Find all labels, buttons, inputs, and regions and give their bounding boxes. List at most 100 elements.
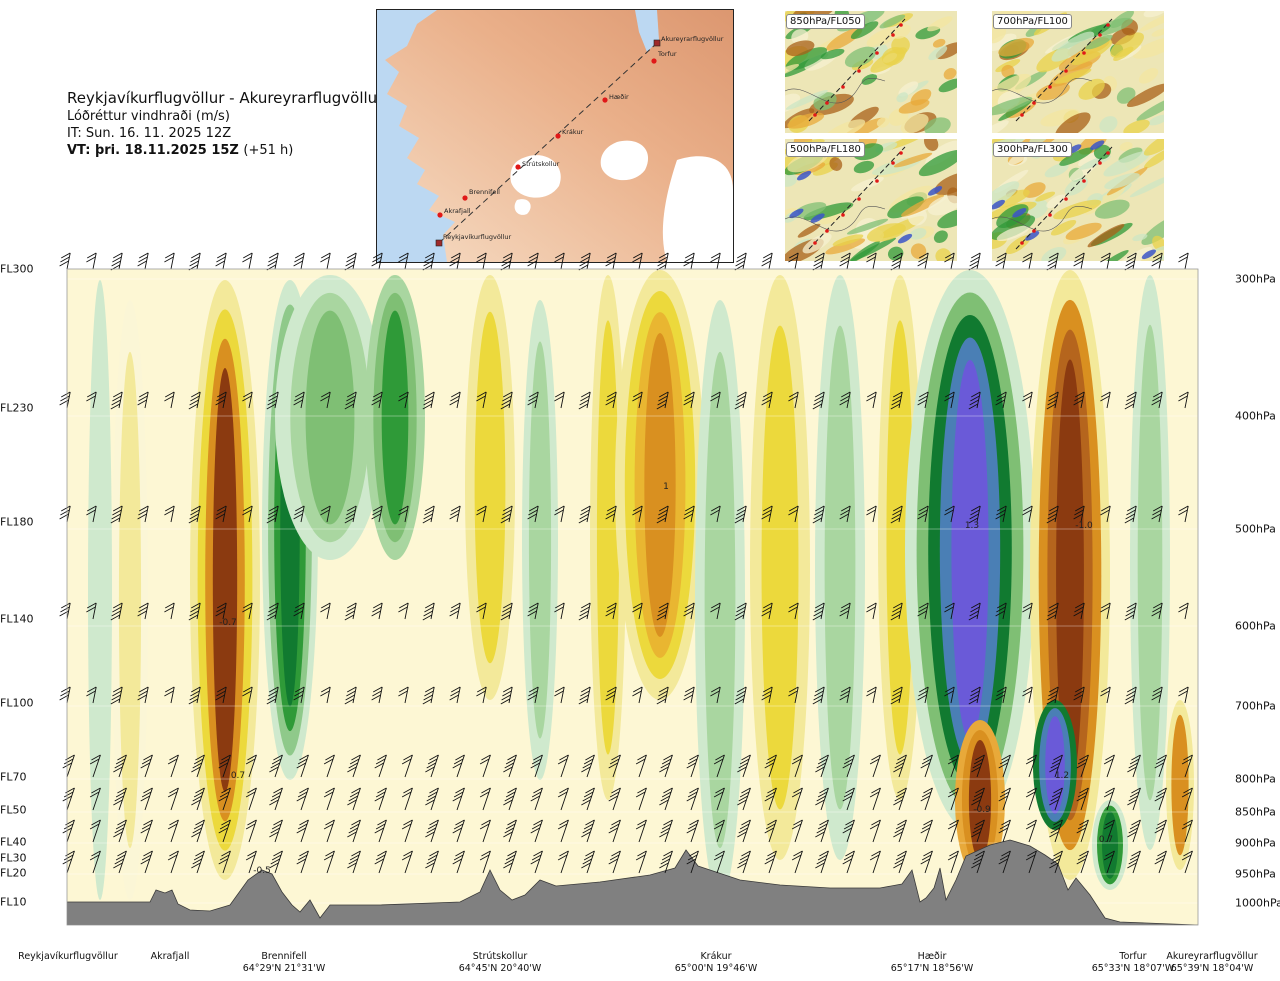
- wind-barb-flag: [1074, 252, 1085, 259]
- wind-barb: [1132, 819, 1141, 843]
- wind-barb-flag: [1128, 762, 1138, 769]
- wind-barb-flag: [762, 391, 773, 398]
- wind-barb: [716, 787, 725, 811]
- wind-barb-flag: [242, 391, 253, 398]
- wind-barb: [794, 505, 799, 523]
- wind-barb-flag: [871, 819, 881, 826]
- wind-barb-flag: [294, 252, 305, 259]
- wind-barb-flag: [137, 513, 147, 520]
- wind-barb: [716, 754, 725, 778]
- wind-barb: [66, 391, 71, 409]
- wind-barb-flag: [115, 791, 126, 798]
- wind-barb: [950, 754, 959, 778]
- p-label-300: 300hPa: [1235, 272, 1276, 286]
- wind-barb-flag: [296, 858, 306, 865]
- wind-barb-flag: [658, 505, 669, 512]
- wind-barb-flag: [762, 606, 772, 613]
- wind-barb-flag: [971, 831, 981, 838]
- wind-barb-flag: [192, 795, 202, 802]
- wind-barb-flag: [1074, 686, 1085, 693]
- wind-barb-flag: [1126, 391, 1137, 398]
- wind-barb-flag: [840, 505, 851, 512]
- wind-barb-flag: [687, 823, 698, 830]
- wind-barb: [352, 754, 361, 778]
- wind-barb-flag: [138, 690, 148, 697]
- wind-barb-flag: [112, 509, 122, 516]
- wind-barb-flag: [814, 686, 825, 693]
- wind-barb: [664, 787, 673, 811]
- wind-barb: [586, 850, 595, 874]
- wind-barb: [794, 850, 803, 874]
- wind-barb-flag: [372, 395, 382, 402]
- wind-barb-flag: [215, 513, 225, 520]
- wind-barb-flag: [346, 505, 357, 512]
- wind-barb: [274, 787, 283, 811]
- wind-barb-flag: [344, 614, 355, 621]
- wind-barb-flag: [266, 403, 277, 410]
- wind-barb-flag: [1127, 831, 1137, 838]
- wind-barb-flag: [375, 823, 386, 830]
- wind-barb-flag: [427, 823, 438, 830]
- wind-barb-flag: [735, 694, 745, 701]
- wind-barb: [612, 754, 621, 778]
- wind-barb-flag: [375, 791, 386, 798]
- thumbnail-850-label: 850hPa/FL050: [786, 14, 865, 29]
- wind-barb-flag: [999, 823, 1010, 830]
- wind-barb-flag: [559, 754, 569, 761]
- wind-barb-flag: [270, 795, 280, 802]
- wind-barb-flag: [189, 694, 199, 701]
- wind-barb-flag: [893, 831, 903, 838]
- wind-barb: [664, 754, 673, 778]
- wind-barb-flag: [893, 766, 903, 773]
- thumbnail-850[interactable]: 850hPa/FL050: [785, 11, 957, 133]
- thumbnail-700[interactable]: 700hPa/FL100: [992, 11, 1164, 133]
- wind-barb-flag: [193, 823, 204, 830]
- p-label-850: 850hPa: [1235, 805, 1276, 819]
- wind-barb-flag: [424, 690, 434, 697]
- wind-barb-flag: [609, 854, 620, 861]
- wind-barb: [1184, 819, 1193, 843]
- wind-barb-flag: [455, 754, 465, 761]
- p-label-400: 400hPa: [1235, 409, 1276, 423]
- wind-barb-flag: [839, 694, 849, 701]
- wind-barb: [118, 819, 127, 843]
- wind-barb-flag: [112, 690, 122, 697]
- wind-barb-flag: [296, 827, 306, 834]
- wind-barb-flag: [1100, 686, 1111, 693]
- wind-barb-flag: [1074, 602, 1085, 609]
- wind-barb-flag: [164, 256, 174, 263]
- wind-barb-flag: [894, 858, 904, 865]
- wind-barb-flag: [944, 391, 955, 398]
- vertical-wind-field: [67, 269, 1198, 925]
- thumbnail-300[interactable]: 300hPa/FL300: [992, 139, 1164, 261]
- wind-barb: [170, 505, 175, 523]
- wind-barb: [404, 391, 409, 409]
- wind-barb-flag: [661, 854, 672, 861]
- wind-barb: [430, 787, 439, 811]
- wind-barb-flag: [1048, 509, 1058, 516]
- waypoint-marker: [555, 133, 561, 139]
- wind-barb-flag: [1074, 509, 1084, 516]
- wind-barb-flag: [998, 795, 1008, 802]
- wind-barb-flag: [190, 256, 200, 263]
- wind-barb-flag: [1027, 787, 1037, 794]
- wind-barb-flag: [268, 602, 279, 609]
- wind-barb-flag: [347, 831, 357, 838]
- wind-barb-flag: [734, 517, 745, 524]
- wind-barb-flag: [266, 517, 277, 524]
- wind-barb-flag: [195, 787, 205, 794]
- wind-barb-flag: [660, 827, 670, 834]
- thumbnail-500[interactable]: 500hPa/FL180: [785, 139, 957, 261]
- wind-barb-flag: [219, 854, 230, 861]
- wind-barb-flag: [349, 758, 360, 765]
- wind-barb-flag: [843, 823, 854, 830]
- wind-barb-flag: [1074, 505, 1085, 512]
- wind-barb: [326, 391, 331, 409]
- wind-barb-flag: [1183, 850, 1193, 857]
- wind-barb-flag: [501, 694, 511, 701]
- wind-barb-flag: [968, 517, 979, 524]
- wind-barb-flag: [1155, 791, 1166, 798]
- wind-barb-flag: [530, 858, 540, 865]
- wind-barb-flag: [242, 256, 252, 263]
- contour-label: 0.7: [1099, 835, 1113, 845]
